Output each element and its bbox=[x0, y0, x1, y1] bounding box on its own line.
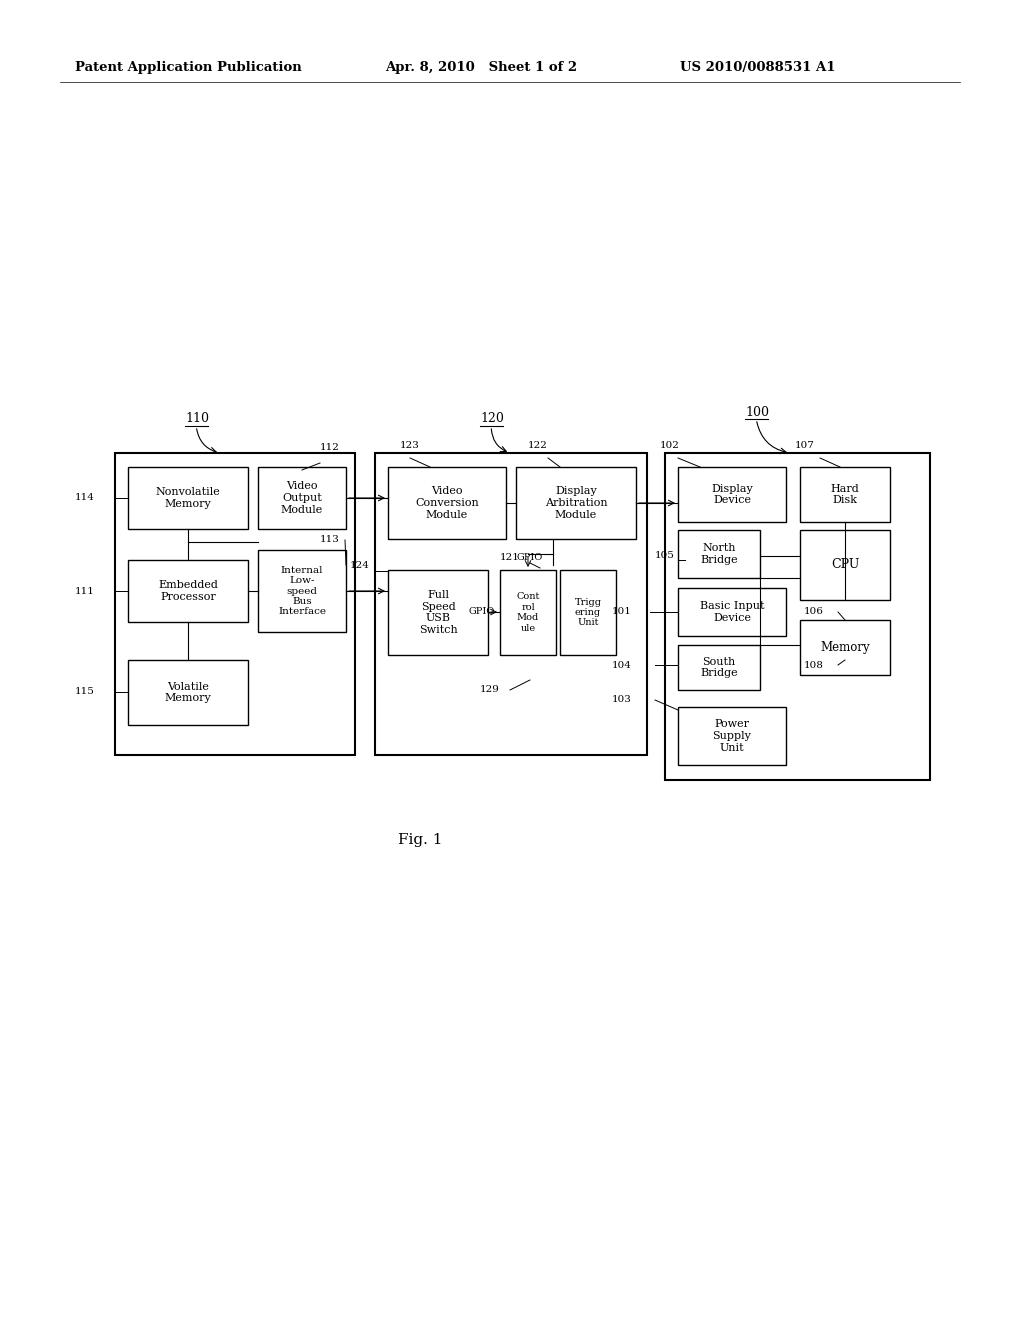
Bar bbox=[128, 560, 248, 622]
Text: 103: 103 bbox=[612, 696, 632, 705]
Text: 121: 121 bbox=[500, 553, 520, 562]
Text: 111: 111 bbox=[75, 586, 95, 595]
Text: North
Bridge: North Bridge bbox=[700, 544, 738, 565]
Bar bbox=[115, 453, 355, 755]
Bar bbox=[258, 467, 346, 529]
Text: GPIO: GPIO bbox=[469, 607, 496, 616]
Text: 122: 122 bbox=[528, 441, 548, 450]
Bar bbox=[678, 531, 760, 578]
Text: 114: 114 bbox=[75, 494, 95, 503]
Text: Video
Output
Module: Video Output Module bbox=[281, 482, 324, 515]
Text: 100: 100 bbox=[745, 405, 769, 418]
Text: 108: 108 bbox=[804, 660, 824, 669]
Text: Internal
Low-
speed
Bus
Interface: Internal Low- speed Bus Interface bbox=[278, 566, 326, 616]
Bar bbox=[388, 467, 506, 539]
Text: Patent Application Publication: Patent Application Publication bbox=[75, 62, 302, 74]
Text: 123: 123 bbox=[400, 441, 420, 450]
Bar bbox=[128, 467, 248, 529]
Text: CPU: CPU bbox=[830, 558, 859, 572]
Text: 104: 104 bbox=[612, 660, 632, 669]
Text: Trigg
ering
Unit: Trigg ering Unit bbox=[574, 598, 601, 627]
Text: 107: 107 bbox=[795, 441, 815, 450]
Bar bbox=[678, 587, 786, 636]
Text: Basic Input
Device: Basic Input Device bbox=[699, 601, 764, 623]
Bar bbox=[375, 453, 647, 755]
Text: Display
Device: Display Device bbox=[711, 483, 753, 506]
Text: Power
Supply
Unit: Power Supply Unit bbox=[713, 719, 752, 752]
Text: 101: 101 bbox=[612, 607, 632, 616]
Text: 106: 106 bbox=[804, 607, 824, 616]
Bar bbox=[800, 531, 890, 601]
Bar bbox=[800, 467, 890, 521]
Text: 120: 120 bbox=[480, 412, 504, 425]
Text: 113: 113 bbox=[319, 536, 340, 544]
Text: 115: 115 bbox=[75, 688, 95, 697]
Bar bbox=[678, 467, 786, 521]
Text: 110: 110 bbox=[185, 412, 209, 425]
Text: 112: 112 bbox=[319, 444, 340, 453]
Text: South
Bridge: South Bridge bbox=[700, 657, 738, 678]
Text: 124: 124 bbox=[350, 561, 370, 569]
Text: US 2010/0088531 A1: US 2010/0088531 A1 bbox=[680, 62, 836, 74]
Bar bbox=[388, 570, 488, 655]
Bar bbox=[500, 570, 556, 655]
Bar bbox=[678, 645, 760, 690]
Text: 105: 105 bbox=[655, 550, 675, 560]
Text: Apr. 8, 2010   Sheet 1 of 2: Apr. 8, 2010 Sheet 1 of 2 bbox=[385, 62, 578, 74]
Text: 102: 102 bbox=[660, 441, 680, 450]
Bar bbox=[258, 550, 346, 632]
Text: Video
Conversion
Module: Video Conversion Module bbox=[415, 486, 479, 520]
Bar bbox=[800, 620, 890, 675]
Text: 129: 129 bbox=[480, 685, 500, 694]
Text: Fig. 1: Fig. 1 bbox=[397, 833, 442, 847]
Text: Display
Arbitration
Module: Display Arbitration Module bbox=[545, 486, 607, 520]
Text: Hard
Disk: Hard Disk bbox=[830, 483, 859, 506]
Text: Full
Speed
USB
Switch: Full Speed USB Switch bbox=[419, 590, 458, 635]
Bar bbox=[560, 570, 616, 655]
Text: Volatile
Memory: Volatile Memory bbox=[165, 681, 211, 704]
Bar bbox=[678, 708, 786, 766]
Text: Cont
rol
Mod
ule: Cont rol Mod ule bbox=[516, 593, 540, 632]
Bar bbox=[128, 660, 248, 725]
Bar bbox=[665, 453, 930, 780]
Text: Embedded
Processor: Embedded Processor bbox=[158, 581, 218, 602]
Text: GPIO: GPIO bbox=[517, 553, 543, 562]
Text: Nonvolatile
Memory: Nonvolatile Memory bbox=[156, 487, 220, 508]
Bar bbox=[516, 467, 636, 539]
Text: Memory: Memory bbox=[820, 642, 869, 653]
